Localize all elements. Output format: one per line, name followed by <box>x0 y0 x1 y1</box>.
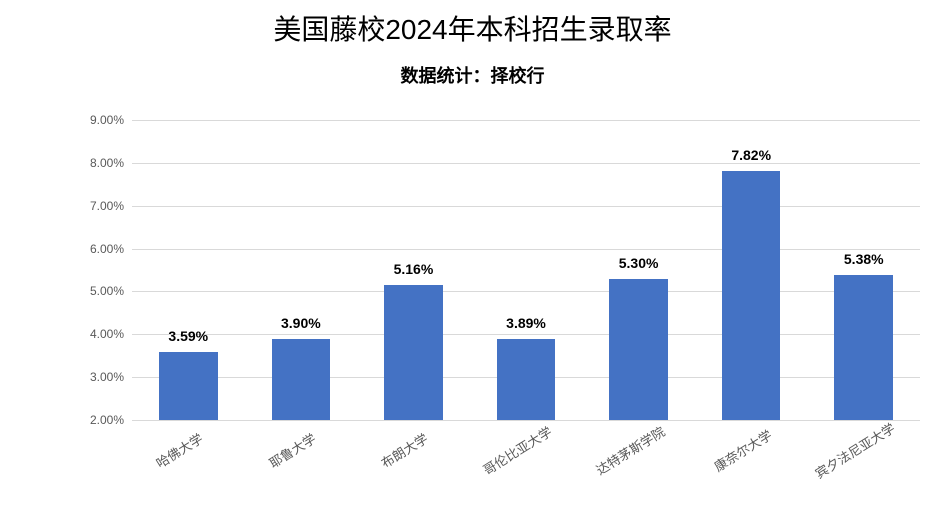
data-label: 7.82% <box>731 147 771 163</box>
y-tick-label: 8.00% <box>90 156 124 170</box>
x-tick-label: 宾夕法尼亚大学 <box>807 426 920 445</box>
chart-container: 美国藤校2024年本科招生录取率 数据统计：择校行 2.00% 3.00% 4.00… <box>0 0 945 519</box>
bar-slot: 3.90% <box>245 120 358 420</box>
x-tick-label: 哥伦比亚大学 <box>470 426 583 445</box>
plot-area: 2.00%3.00%4.00%5.00%6.00%7.00%8.00%9.00%… <box>70 120 920 420</box>
x-tick-label: 耶鲁大学 <box>245 426 358 445</box>
bars-group: 3.59% 3.90% 5.16% 3.89% 5.30% 7.82% 5.38% <box>132 120 920 420</box>
bar-slot: 5.38% <box>807 120 920 420</box>
bar: 5.16% <box>384 285 443 420</box>
bar-slot: 5.16% <box>357 120 470 420</box>
y-tick-label: 6.00% <box>90 242 124 256</box>
bar: 5.38% <box>834 275 893 420</box>
gridline <box>132 420 920 421</box>
y-tick-label: 3.00% <box>90 370 124 384</box>
bar-slot: 3.59% <box>132 120 245 420</box>
bar: 3.89% <box>497 339 556 420</box>
data-label: 5.30% <box>619 255 659 271</box>
data-label: 3.90% <box>281 315 321 331</box>
bar-slot: 3.89% <box>470 120 583 420</box>
data-label: 3.89% <box>506 315 546 331</box>
chart-title: 美国藤校2024年本科招生录取率 <box>0 0 945 48</box>
chart-subtitle: 数据统计：择校行 <box>0 62 945 88</box>
y-tick-label: 5.00% <box>90 284 124 298</box>
y-axis: 2.00%3.00%4.00%5.00%6.00%7.00%8.00%9.00% <box>70 120 132 420</box>
x-tick-label: 达特茅斯学院 <box>582 426 695 445</box>
y-tick-label: 2.00% <box>90 413 124 427</box>
bar: 5.30% <box>609 279 668 420</box>
y-tick-label: 7.00% <box>90 199 124 213</box>
data-label: 5.38% <box>844 251 884 267</box>
data-label: 5.16% <box>394 261 434 277</box>
bar: 3.90% <box>272 339 331 420</box>
bar-slot: 5.30% <box>582 120 695 420</box>
x-tick-label: 哈佛大学 <box>132 426 245 445</box>
bar-slot: 7.82% <box>695 120 808 420</box>
x-tick-label: 康奈尔大学 <box>695 426 808 445</box>
x-axis-labels: 哈佛大学耶鲁大学布朗大学哥伦比亚大学达特茅斯学院康奈尔大学宾夕法尼亚大学 <box>132 426 920 445</box>
bar: 7.82% <box>722 171 781 420</box>
x-tick-label: 布朗大学 <box>357 426 470 445</box>
bar: 3.59% <box>159 352 218 420</box>
data-label: 3.59% <box>168 328 208 344</box>
y-tick-label: 4.00% <box>90 327 124 341</box>
y-tick-label: 9.00% <box>90 113 124 127</box>
